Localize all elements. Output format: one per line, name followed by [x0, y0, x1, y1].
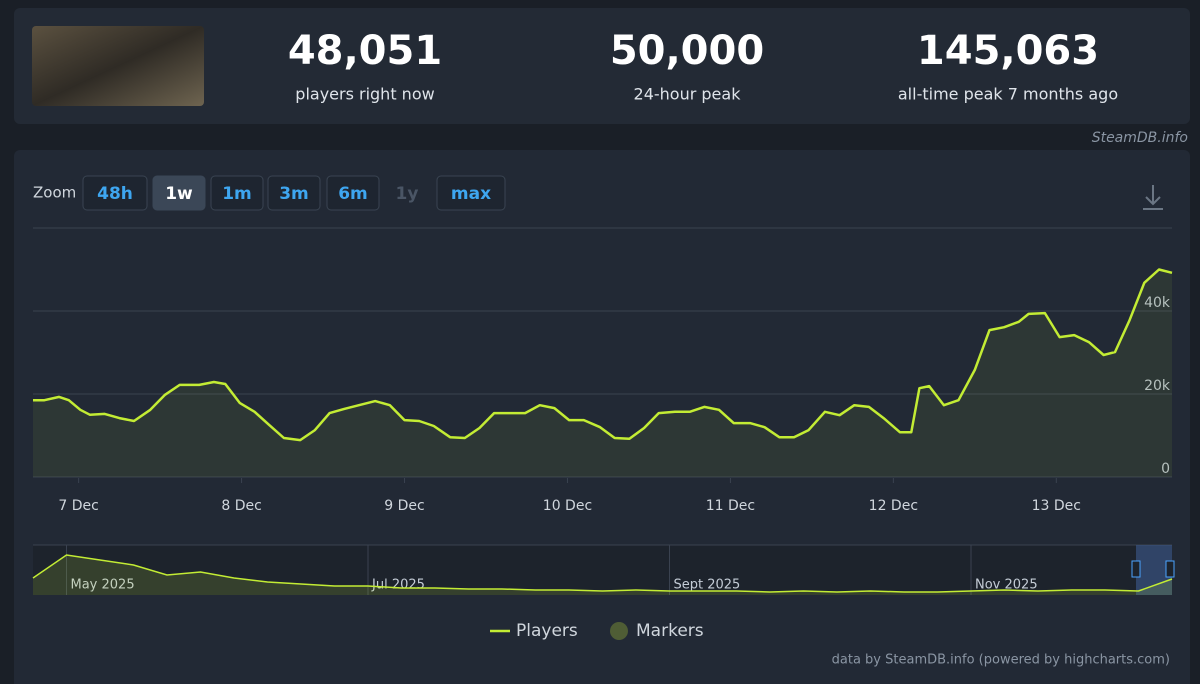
navigator-handle[interactable]: [1131, 560, 1141, 578]
zoom-button: 1y: [396, 184, 419, 204]
zoom-button-label: 1y: [396, 184, 419, 204]
zoom-button-label: 6m: [338, 184, 368, 204]
zoom-button[interactable]: 1w: [152, 175, 206, 211]
x-tick-label: 10 Dec: [543, 498, 592, 514]
stat-value: 48,051: [288, 28, 442, 74]
zoom-button-bg: [210, 175, 264, 211]
zoom-button[interactable]: 1m: [210, 175, 264, 211]
zoom-button-bg: [267, 175, 321, 211]
zoom-button-label: 3m: [279, 184, 309, 204]
x-tick-label: 8 Dec: [221, 498, 261, 514]
stat-label: 24-hour peak: [634, 85, 742, 104]
navigator-label: Sept 2025: [674, 578, 741, 593]
credits: data by SteamDB.info (powered by highcha…: [832, 653, 1170, 668]
zoom-button[interactable]: max: [436, 175, 506, 211]
stat-value: 50,000: [610, 28, 764, 74]
zoom-button-bg: [436, 175, 506, 211]
x-tick-label: 11 Dec: [706, 498, 755, 514]
legend-label[interactable]: Markers: [636, 621, 704, 641]
legend-marker: [610, 622, 628, 640]
zoom-label: Zoom: [33, 184, 76, 202]
zoom-button-label: 1w: [165, 184, 193, 204]
y-tick-label: 20k: [1144, 378, 1171, 394]
source-label: SteamDB.info: [1092, 130, 1188, 146]
game-thumbnail: [32, 26, 204, 106]
zoom-button[interactable]: 3m: [267, 175, 321, 211]
navigator-handle[interactable]: [1165, 560, 1175, 578]
icon-stroke: [1145, 196, 1161, 206]
y-tick-label: 40k: [1144, 295, 1171, 311]
zoom-button-label: max: [451, 184, 491, 204]
navigator-label: May 2025: [71, 578, 135, 593]
stat-value: 145,063: [917, 28, 1099, 74]
series-line: [33, 268, 1173, 442]
zoom-button-label: 1m: [222, 184, 252, 204]
x-tick-label: 13 Dec: [1032, 498, 1081, 514]
zoom-button[interactable]: 6m: [326, 175, 380, 211]
stats-panel: [14, 8, 1190, 124]
stat-label: players right now: [295, 85, 434, 104]
zoom-button-bg: [152, 175, 206, 211]
series-area: [33, 269, 1172, 477]
navigator-background: [33, 545, 1172, 595]
x-tick-label: 12 Dec: [869, 498, 918, 514]
zoom-button-bg: [82, 175, 148, 211]
navigator-line: [32, 554, 1173, 593]
zoom-button-bg: [326, 175, 380, 211]
x-tick-label: 7 Dec: [58, 498, 98, 514]
navigator-label: Nov 2025: [975, 578, 1038, 593]
download-icon[interactable]: [1143, 185, 1163, 210]
zoom-button[interactable]: 48h: [82, 175, 148, 211]
zoom-button-label: 48h: [97, 184, 133, 204]
legend-label[interactable]: Players: [516, 621, 578, 641]
stat-label: all-time peak 7 months ago: [898, 85, 1118, 104]
x-tick-label: 9 Dec: [384, 498, 424, 514]
y-tick-label: 0: [1161, 461, 1170, 477]
